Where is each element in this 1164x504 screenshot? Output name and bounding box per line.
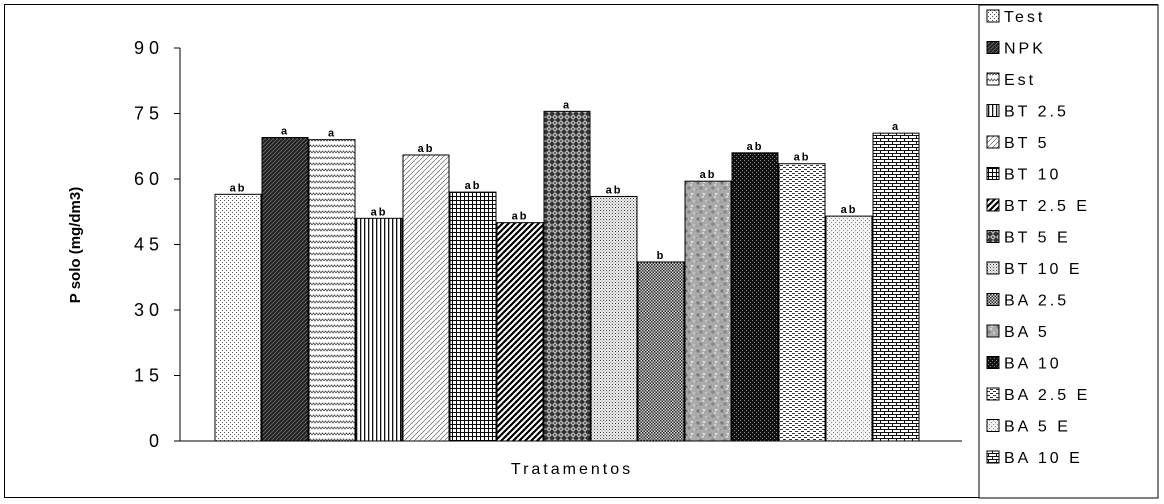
legend-swatch-14 — [986, 419, 1000, 432]
legend-swatch-12 — [986, 356, 1000, 369]
legend-label-15: BA 10 E — [1004, 450, 1083, 467]
legend-label-1: Test — [1004, 9, 1045, 26]
bar-data-label: b — [657, 250, 666, 262]
bar-data-label: a — [281, 126, 289, 138]
legend-label-11: BA 5 — [1004, 324, 1050, 341]
legend-label-2: NPK — [1004, 41, 1046, 58]
bar-8 — [543, 110, 591, 442]
y-tick-label: 0 — [149, 431, 164, 451]
bar-9 — [590, 195, 638, 442]
bar-data-label: ab — [841, 204, 858, 216]
bar-15 — [872, 132, 920, 442]
bar-7 — [496, 222, 544, 442]
bar-data-label: ab — [700, 169, 717, 181]
legend-swatch-3 — [986, 72, 1000, 86]
y-tick-label: 45 — [134, 235, 164, 255]
legend-swatch-5 — [986, 135, 1000, 149]
legend-swatch-4 — [986, 104, 1000, 117]
legend-swatch-2 — [986, 41, 1000, 54]
y-tick-label: 15 — [134, 366, 164, 386]
legend-label-10: BA 2.5 — [1004, 293, 1069, 310]
legend-label-5: BT 5 — [1004, 135, 1050, 152]
legend-swatch-9 — [986, 261, 1000, 275]
legend-label-13: BA 2.5 E — [1004, 387, 1090, 404]
bar-11 — [684, 180, 732, 442]
bar-3 — [308, 139, 356, 442]
legend-swatch-1 — [986, 9, 1000, 23]
bar-data-label: ab — [371, 206, 388, 218]
y-tick-label: 75 — [134, 104, 164, 124]
y-tick-label: 30 — [134, 300, 164, 320]
bar-10 — [637, 261, 685, 442]
legend-swatch-7 — [986, 198, 1000, 212]
bar-data-label: ab — [230, 182, 247, 194]
legend-label-8: BT 5 E — [1004, 230, 1071, 247]
bar-14 — [825, 215, 873, 442]
bar-1 — [214, 193, 262, 442]
bar-6 — [449, 191, 497, 442]
legend-swatch-15 — [986, 450, 1000, 464]
legend-swatch-8 — [986, 230, 1000, 243]
bar-data-label: ab — [747, 141, 764, 153]
legend-swatch-6 — [986, 167, 1000, 180]
legend-swatch-13 — [986, 387, 1000, 401]
bar-5 — [402, 154, 450, 442]
y-axis-title: P solo (mg/dm3) — [67, 187, 84, 303]
bar-4 — [355, 217, 403, 442]
bar-data-label: a — [563, 99, 571, 111]
legend-label-4: BT 2.5 — [1004, 104, 1069, 121]
legend-swatch-11 — [986, 324, 1000, 338]
bar-12 — [731, 152, 779, 442]
legend-label-3: Est — [1004, 72, 1036, 89]
legend-label-12: BA 10 — [1004, 356, 1062, 373]
legend-box — [978, 4, 1159, 499]
bar-data-label: a — [328, 128, 336, 140]
legend-label-7: BT 2.5 E — [1004, 198, 1090, 215]
legend-label-6: BT 10 — [1004, 167, 1061, 184]
legend-label-14: BA 5 E — [1004, 419, 1071, 436]
bar-data-label: ab — [794, 152, 811, 164]
bar-13 — [778, 163, 826, 442]
y-tick-label: 90 — [134, 38, 164, 58]
bar-data-label: a — [892, 121, 900, 133]
legend-swatch-10 — [986, 293, 1000, 306]
bar-2 — [261, 137, 309, 442]
bar-data-label: ab — [465, 180, 482, 192]
bar-data-label: ab — [418, 143, 435, 155]
x-axis-title: Tratamentos — [511, 461, 633, 478]
bar-data-label: ab — [606, 184, 623, 196]
bar-data-label: ab — [512, 211, 529, 223]
legend-label-9: BT 10 E — [1004, 261, 1083, 278]
y-tick-label: 60 — [134, 169, 164, 189]
